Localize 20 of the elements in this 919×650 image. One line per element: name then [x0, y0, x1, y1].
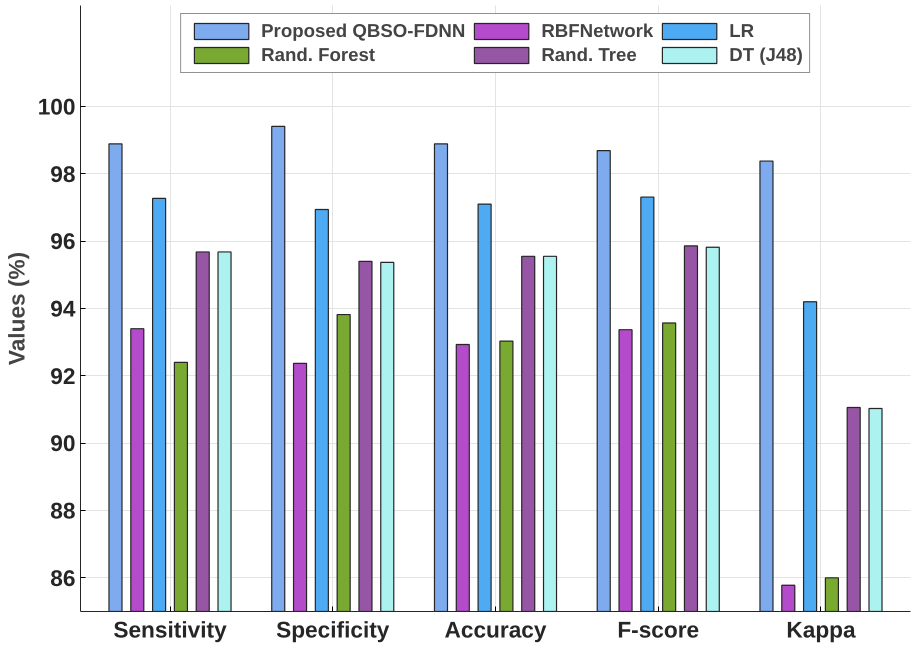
y-tick-label: 100: [38, 94, 76, 120]
x-tick-label: Specificity: [276, 616, 390, 642]
x-tick-label: Sensitivity: [113, 616, 228, 642]
legend-label: LR: [729, 20, 754, 42]
x-tick-label: F-score: [617, 616, 700, 642]
y-tick-label: 98: [50, 160, 76, 187]
legend-label: DT (J48): [729, 44, 803, 66]
y-tick-label: 96: [50, 228, 76, 254]
legend-label: Rand. Forest: [261, 44, 376, 66]
x-tick-label: Kappa: [786, 616, 856, 642]
legend-label: Proposed QBSO-FDNN: [261, 20, 466, 42]
y-axis-title: Values (%): [4, 252, 30, 366]
x-tick-label: Accuracy: [444, 616, 547, 642]
y-tick-label: 86: [50, 564, 76, 591]
y-tick-label: 92: [50, 362, 76, 389]
y-tick-label: 88: [50, 498, 76, 524]
y-tick-label: 94: [50, 296, 76, 322]
legend-label: RBFNetwork: [541, 20, 654, 42]
y-tick-label: 90: [50, 430, 76, 456]
legend-label: Rand. Tree: [541, 44, 637, 66]
